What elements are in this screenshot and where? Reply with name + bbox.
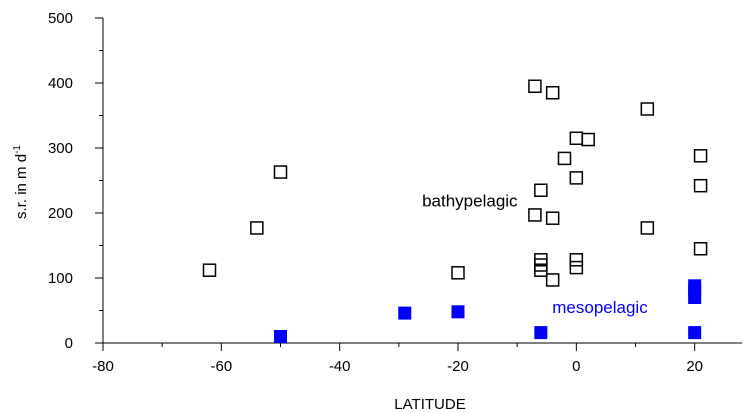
x-tick-label: -40 [329,358,351,375]
bathypelagic-label: bathypelagic [422,192,518,211]
open-square-point [250,221,264,235]
filled-square-point [688,326,702,340]
y-tick-label: 300 [48,140,73,157]
filled-square-point [534,326,548,340]
axes: 0 100 200 300 400 500 -80 -60 -40 -20 0 20 LATITUDE s… [12,10,742,413]
y-tick-label: 400 [48,75,73,92]
y-axis-title-superscript: -1 [12,145,23,154]
y-axis-title-main: s.r. in m d [13,154,30,219]
filled-square-point [398,306,412,320]
open-square-point [545,273,560,287]
open-square-point [534,263,548,277]
annotations: bathypelagic mesopelagic [422,192,648,318]
open-square-point [693,242,708,256]
y-tick-label: 100 [48,270,73,287]
open-square-point [557,151,572,166]
x-tick-label: -80 [92,358,114,375]
y-tick-label: 200 [48,205,73,222]
open-square-point [451,266,465,280]
open-square-point [569,253,584,267]
open-square-point [569,131,584,145]
open-square-point [545,211,560,225]
x-tick-label: -60 [210,358,232,375]
data-points [202,79,708,343]
open-square-point [273,165,288,179]
filled-square-point [688,291,702,304]
open-square-point [640,221,655,235]
open-square-point [693,178,708,193]
open-square-point [534,258,548,272]
x-tick-label: 20 [686,358,703,375]
y-axis-title: s.r. in m d-1 [12,145,30,219]
open-square-point [569,171,584,185]
open-square-point [640,102,655,116]
y-tick-label: 500 [48,10,73,27]
mesopelagic-label: mesopelagic [552,298,648,317]
open-square-point [528,208,542,222]
open-square-point [528,79,542,93]
y-tick-label: 0 [65,335,73,352]
open-square-point [534,183,548,197]
open-square-point [693,149,708,163]
open-square-point [569,260,584,275]
x-tick-label: -20 [447,358,469,375]
open-square-point [545,86,560,100]
open-square-point [581,132,595,147]
x-axis-title: LATITUDE [394,396,465,413]
filled-square-point [274,330,287,343]
x-tick-label: 0 [572,358,580,375]
open-square-point [202,263,217,277]
filled-square-point [451,305,465,319]
